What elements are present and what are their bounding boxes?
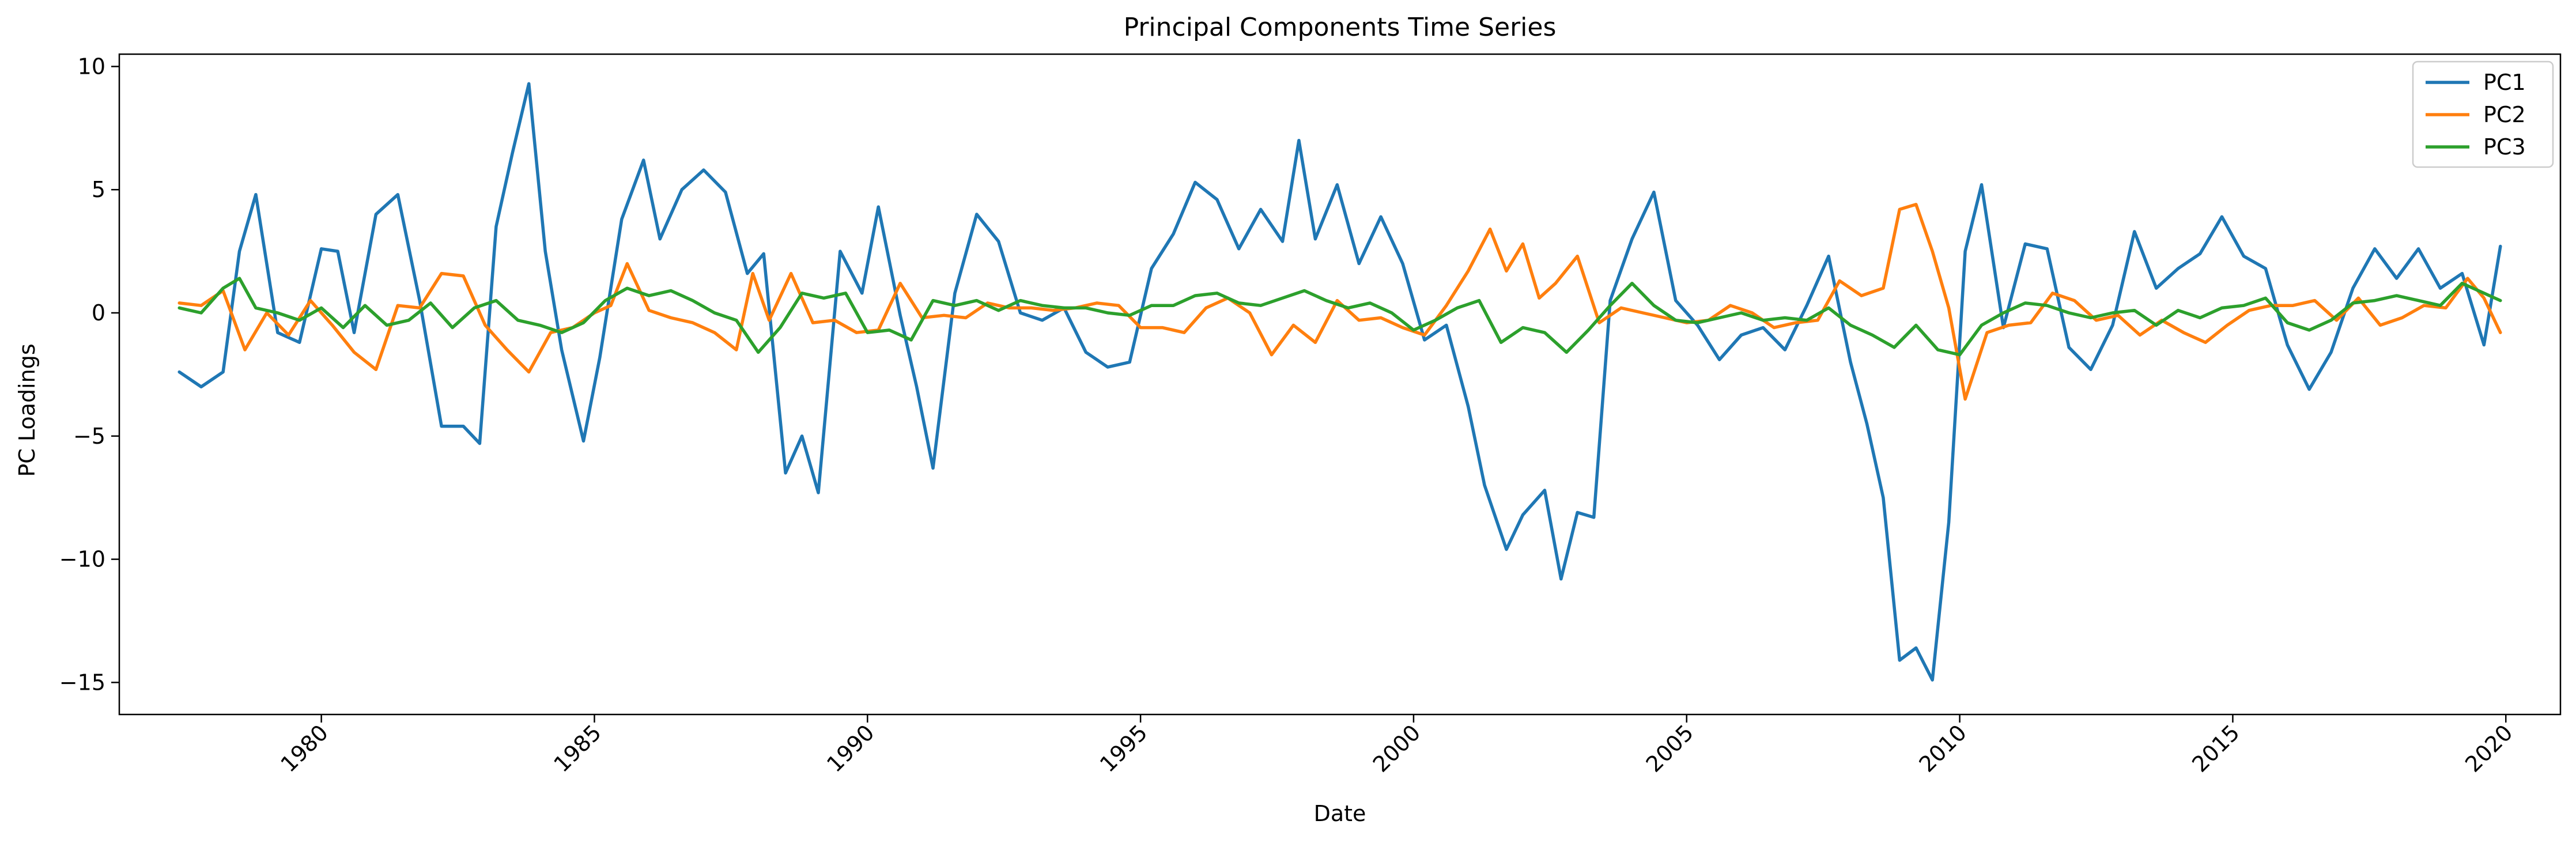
plot-frame <box>118 53 2562 716</box>
x-tick-label: 1980 <box>275 720 333 777</box>
legend-label-pc1: PC1 <box>2483 70 2526 95</box>
x-axis-label: Date <box>1314 801 1366 826</box>
y-tick-label: 0 <box>92 300 105 326</box>
series-line-pc3 <box>177 277 2502 357</box>
y-tick-label: −5 <box>73 423 105 449</box>
y-tick-label: 5 <box>92 177 105 202</box>
series-line-pc2 <box>177 203 2502 401</box>
plot-area <box>177 82 2502 682</box>
x-axis: 1980 1985 1990 1995 2000 2005 2010 2015 2020 <box>275 714 2518 777</box>
x-tick-label: 2015 <box>2187 720 2245 777</box>
y-axis-label: PC Loadings <box>14 343 40 477</box>
x-tick-label: 2000 <box>1368 720 1426 777</box>
x-tick-label: 1995 <box>1095 720 1153 777</box>
y-axis: −15 −10 −5 0 5 10 <box>59 54 119 695</box>
y-tick-label: −10 <box>59 547 105 572</box>
x-tick-label: 1985 <box>549 720 606 777</box>
y-tick-label: −15 <box>59 670 105 695</box>
legend-label-pc3: PC3 <box>2483 134 2526 160</box>
x-tick-label: 2020 <box>2460 720 2518 777</box>
y-tick-label: 10 <box>78 54 105 79</box>
chart-title: Principal Components Time Series <box>1124 13 1557 42</box>
legend-label-pc2: PC2 <box>2483 102 2526 127</box>
x-tick-label: 1990 <box>822 720 879 777</box>
legend: PC1 PC2 PC3 <box>2412 60 2554 168</box>
legend-box <box>2412 60 2554 168</box>
series-line-pc1 <box>177 82 2502 682</box>
x-tick-label: 2005 <box>1641 720 1699 777</box>
x-tick-label: 2010 <box>1914 720 1971 777</box>
